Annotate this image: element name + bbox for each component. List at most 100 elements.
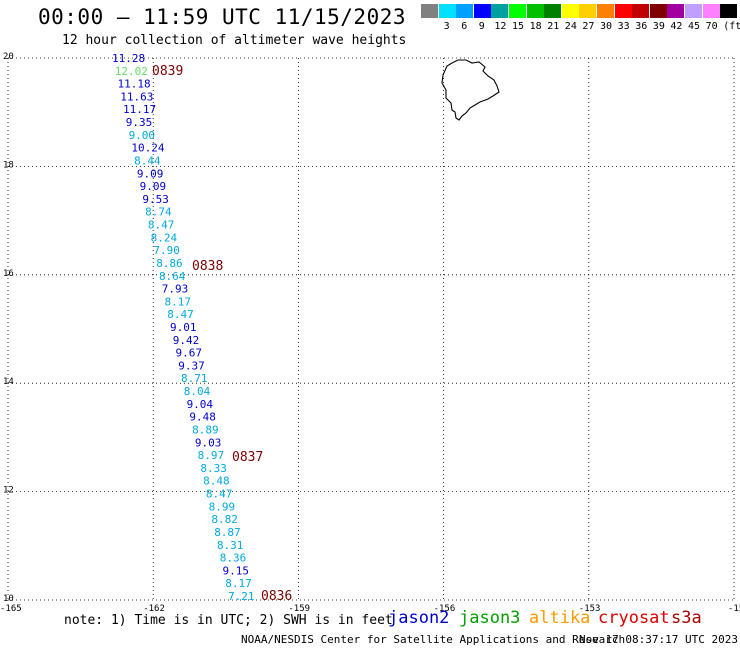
legend-label: 30 (600, 21, 613, 32)
wave-height-value: 8.87 (214, 526, 241, 539)
legend-swatch (544, 4, 562, 18)
legend-label: 21 (547, 21, 560, 32)
legend-swatch (509, 4, 526, 18)
legend-swatch (456, 4, 474, 18)
satellite-label: s3a (671, 608, 702, 628)
generation-timestamp: Nov 17 08:37:17 UTC 2023 (579, 633, 738, 646)
chart-title: 00:00 — 11:59 UTC 11/15/2023 (38, 5, 407, 29)
wave-height-value: 8.33 (200, 462, 227, 475)
wave-height-value: 8.82 (211, 513, 238, 526)
satellite-label: cryosat (598, 608, 670, 628)
legend-label: 6 (461, 21, 468, 32)
pass-time-label: 0836 (261, 589, 292, 604)
wave-height-value: 8.86 (156, 257, 183, 270)
legend-swatch (579, 4, 597, 18)
legend-swatch (667, 4, 685, 18)
wave-height-value: 9.15 (222, 564, 249, 577)
wave-height-value: 9.01 (170, 321, 197, 334)
latitude-tick-label: 16 (3, 269, 14, 279)
wave-height-value: 8.17 (164, 295, 191, 308)
legend-label: 15 (512, 21, 525, 32)
wave-height-value: 7.90 (153, 244, 180, 257)
wave-height-value: 12.02 (115, 65, 148, 78)
map-grid: -165 -162 -159 -156 -153 -150 10 12 14 16 18 20 (0, 52, 740, 614)
legend-label: 42 (670, 21, 683, 32)
credit-line: NOAA/NESDIS Center for Satellite Applica… (241, 633, 626, 646)
legend-label: 3 (443, 21, 450, 32)
legend-swatch (649, 4, 667, 18)
wave-height-value: 9.00 (129, 129, 156, 142)
longitude-tick-label: -153 (579, 604, 601, 614)
legend-swatch (685, 4, 702, 18)
legend-swatch (421, 4, 438, 18)
wave-height-value: 8.24 (151, 231, 178, 244)
legend-swatch (702, 4, 720, 18)
legend-label: 24 (564, 21, 577, 32)
wave-height-value: 8.74 (145, 206, 172, 219)
wave-height-value: 8.48 (203, 475, 230, 488)
wave-height-value: 9.04 (187, 398, 214, 411)
wave-height-value: 9.35 (126, 116, 153, 129)
satellite-label: jason2 (388, 608, 450, 628)
pass-time-label: 0837 (232, 450, 263, 465)
wave-height-value: 11.28 (112, 52, 145, 65)
wave-height-value: 9.09 (137, 167, 164, 180)
longitude-tick-label: -150 (728, 604, 740, 614)
legend-label: 18 (529, 21, 542, 32)
legend-swatch (526, 4, 544, 18)
wave-height-value: 8.31 (217, 539, 244, 552)
wave-height-value: 9.42 (173, 334, 200, 347)
legend-label: 33 (617, 21, 630, 32)
legend-swatch (491, 4, 509, 18)
legend-label: 12 (494, 21, 507, 32)
latitude-tick-label: 10 (3, 594, 14, 604)
wave-height-value: 9.67 (176, 347, 203, 360)
wave-height-value: 11.63 (120, 90, 153, 103)
latitude-tick-label: 12 (3, 486, 14, 496)
longitude-tick-label: -159 (288, 604, 310, 614)
legend-swatch (597, 4, 614, 18)
satellite-label: jason3 (459, 608, 521, 628)
wave-height-value: 11.17 (123, 103, 156, 116)
legend-swatch (720, 4, 738, 18)
wave-height-value: 8.89 (192, 423, 219, 436)
legend-label: (ft) (723, 21, 740, 32)
wave-height-value: 8.64 (159, 270, 186, 283)
chart-subtitle: 12 hour collection of altimeter wave hei… (62, 33, 407, 48)
wave-height-value: 9.03 (195, 436, 222, 449)
legend-label: 36 (635, 21, 648, 32)
legend-swatch (632, 4, 650, 18)
pass-time-label: 0839 (152, 64, 183, 79)
wave-height-value: 11.18 (118, 78, 151, 91)
latitude-tick-label: 18 (3, 160, 14, 170)
wave-height-value: 8.17 (225, 577, 252, 590)
wave-height-value: 8.71 (181, 372, 208, 385)
wave-height-value: 10.24 (131, 142, 164, 155)
legend-label: 9 (478, 21, 485, 32)
wave-height-value: 8.97 (198, 449, 225, 462)
satellite-label: altika (529, 608, 591, 628)
legend-swatch (614, 4, 632, 18)
wave-height-value: 9.48 (189, 411, 216, 424)
wave-height-value: 7.93 (162, 283, 189, 296)
longitude-tick-label: -162 (143, 604, 165, 614)
wave-height-value: 8.99 (209, 500, 236, 513)
legend-label: 70 (705, 21, 718, 32)
wave-height-value: 7.21 (228, 590, 255, 603)
wave-height-value: 8.47 (167, 308, 194, 321)
longitude-tick-label: -165 (0, 604, 22, 614)
latitude-tick-label: 14 (3, 377, 14, 387)
legend-swatch (561, 4, 579, 18)
hawaii-coastline (441, 59, 500, 121)
legend-swatch (473, 4, 491, 18)
wave-height-value: 8.04 (184, 385, 211, 398)
legend-label: 45 (688, 21, 701, 32)
wave-height-value: 9.53 (142, 193, 169, 206)
legend-swatch (438, 4, 456, 18)
footnote: note: 1) Time is in UTC; 2) SWH is in fe… (64, 613, 393, 628)
longitude-tick-label: -156 (434, 604, 456, 614)
latitude-tick-label: 20 (3, 52, 14, 62)
track-time-labels: 0839 0838 0837 0836 (152, 64, 292, 604)
